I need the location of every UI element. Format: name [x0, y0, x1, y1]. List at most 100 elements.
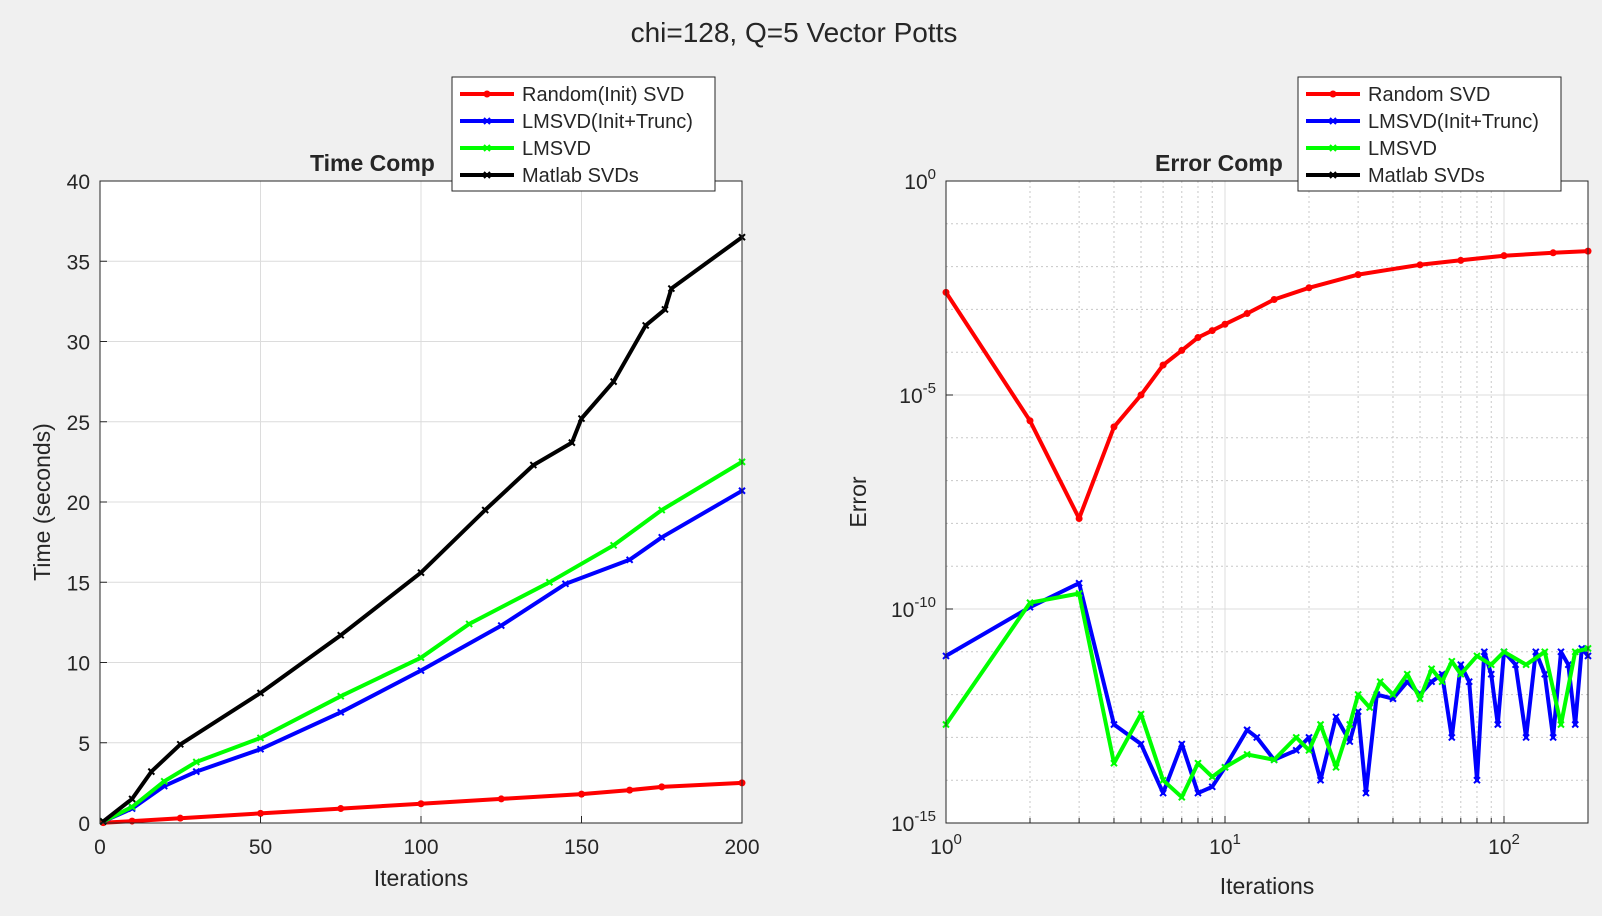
error-data-point [1522, 733, 1530, 742]
error-data-point [1427, 665, 1436, 673]
time-data-point [176, 814, 184, 822]
time-x-tick-label: 0 [94, 836, 106, 859]
time-data-point [147, 767, 156, 776]
time-data-point [561, 580, 570, 588]
time-data-point [641, 321, 650, 330]
time-y-tick-label: 15 [67, 572, 90, 595]
error-legend-label: Matlab SVDs [1368, 165, 1485, 187]
time-legend-label: Random(Init) SVD [522, 84, 684, 106]
time-data-point [609, 377, 618, 386]
time-data-point [128, 795, 136, 803]
time-data-point [658, 533, 666, 542]
error-data-point [1208, 783, 1216, 791]
error-data-point [1316, 720, 1325, 729]
error-data-point [1500, 252, 1508, 260]
error-data-point [1532, 648, 1540, 656]
error-axes-box [945, 180, 1589, 824]
time-ticks: 0 50 100 150 200 0 5 10 15 20 25 30 35 40 [67, 171, 760, 859]
error-data-point [1178, 740, 1186, 748]
error-data-point [1159, 776, 1167, 784]
error-data-point [1292, 746, 1300, 754]
error-data-point [1137, 710, 1145, 718]
error-data-point [1305, 733, 1313, 742]
time-data-point [497, 795, 505, 803]
error-data-point [1494, 720, 1502, 729]
error-data-point [1305, 284, 1313, 292]
error-data-point [1243, 750, 1251, 759]
error-data-point [1403, 670, 1411, 678]
error-data-point [1332, 713, 1340, 721]
time-series-line-2 [102, 489, 744, 824]
time-legend-marker [483, 117, 491, 125]
time-data-point [337, 631, 345, 639]
error-data-point [1075, 579, 1083, 587]
time-y-tick-label: 10 [67, 653, 90, 676]
time-y-tick-label: 25 [67, 412, 90, 435]
error-legend-marker [1329, 117, 1337, 125]
error-data-point [1541, 648, 1549, 656]
time-x-axis-label: Iterations [374, 865, 469, 891]
time-data-point [192, 758, 201, 766]
time-y-tick-label: 0 [78, 813, 90, 836]
error-data-point [1194, 334, 1202, 342]
error-data-point [1346, 737, 1354, 746]
error-data-point [1522, 660, 1530, 669]
time-axes: 0 50 100 150 200 0 5 10 15 20 25 30 35 40 Time Comp I… [29, 76, 760, 891]
time-data-point [176, 740, 184, 749]
error-data-point [1026, 599, 1034, 607]
error-axes-title: Error Comp [1155, 150, 1283, 176]
time-y-tick-label: 5 [78, 733, 90, 756]
time-data-point [257, 809, 264, 817]
error-data-point [1376, 678, 1384, 686]
error-data-point [1026, 417, 1034, 425]
error-data-point [1354, 271, 1362, 279]
error-data-point [1159, 789, 1167, 797]
time-series-line-3 [102, 460, 744, 824]
time-data-point [337, 692, 345, 700]
error-legend-marker [1329, 171, 1337, 179]
figure-title: chi=128, Q=5 Vector Potts [631, 17, 958, 48]
error-data-point [1362, 789, 1370, 797]
time-data-point [256, 689, 265, 697]
error-legend-label: Random SVD [1368, 84, 1490, 106]
error-data-point [1557, 648, 1565, 656]
time-y-tick-label: 35 [67, 251, 90, 274]
error-data-point [1110, 423, 1118, 431]
time-data-point [465, 620, 473, 628]
error-data-point [1511, 660, 1520, 669]
time-y-tick-label: 20 [67, 492, 90, 515]
error-data-point [1208, 773, 1216, 781]
time-data-point [661, 305, 669, 314]
time-data-point [337, 805, 345, 813]
error-data-point [1438, 678, 1446, 686]
error-data-point [1457, 660, 1465, 669]
time-legend-marker [483, 171, 491, 179]
error-legend-marker [1329, 90, 1337, 98]
error-data-point [1416, 261, 1424, 269]
time-legend-marker [483, 144, 491, 152]
time-data-point [256, 734, 265, 742]
time-y-axis-label: Time (seconds) [29, 423, 55, 581]
error-x-tick-label: 100 [930, 831, 962, 859]
time-data-point [658, 783, 666, 791]
error-y-tick-label: 10-10 [891, 594, 936, 622]
time-legend-label: LMSVD(Init+Trunc) [522, 111, 693, 133]
time-legend-label: LMSVD [522, 138, 591, 160]
error-data-point [1270, 296, 1278, 304]
error-data-point [1448, 733, 1456, 742]
error-data-point [1137, 740, 1145, 748]
error-data-point [1416, 695, 1424, 703]
error-data-point [1487, 660, 1495, 669]
error-data-point [1473, 776, 1481, 784]
time-x-tick-label: 150 [564, 836, 599, 859]
time-data-point [529, 461, 538, 469]
error-data-point [1110, 759, 1118, 767]
time-data-point [128, 817, 136, 825]
error-data-point [1316, 776, 1325, 784]
time-x-tick-label: 50 [249, 836, 272, 859]
time-data-point [337, 708, 345, 716]
error-data-point [1427, 678, 1436, 686]
error-data-point [1571, 648, 1579, 656]
time-data-point [192, 767, 201, 776]
